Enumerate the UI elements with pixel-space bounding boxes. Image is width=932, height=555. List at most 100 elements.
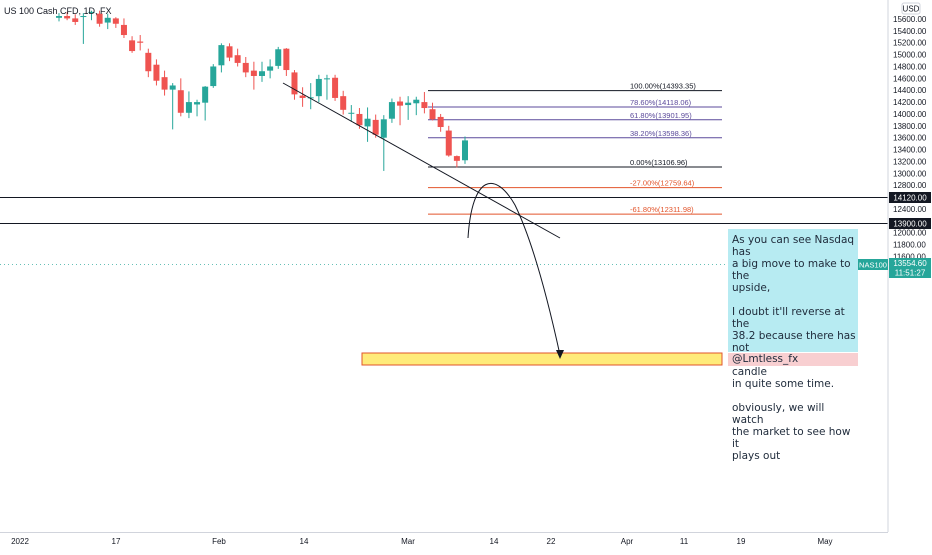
- author-box[interactable]: @Lmtless_fx: [728, 353, 858, 366]
- candle[interactable]: [218, 43, 225, 73]
- candle[interactable]: [364, 107, 371, 142]
- price-axis-label: 13000.00: [893, 169, 927, 178]
- trendline[interactable]: [282, 82, 561, 239]
- candle[interactable]: [153, 59, 160, 86]
- time-axis-label: 22: [547, 537, 556, 546]
- annotation-text: As you can see Nasdaq has a big move to …: [732, 234, 856, 462]
- time-axis-label: 11: [680, 537, 689, 546]
- candle[interactable]: [437, 113, 444, 132]
- candle[interactable]: [185, 91, 192, 119]
- time-axis-label: 2022: [11, 537, 29, 546]
- candle[interactable]: [145, 48, 152, 78]
- price-axis-label: 13200.00: [893, 157, 927, 166]
- candle[interactable]: [80, 13, 87, 44]
- candle[interactable]: [64, 11, 71, 21]
- price-tag-upper-text: 14120.00: [893, 194, 927, 203]
- price-axis-label: 12400.00: [893, 205, 927, 214]
- candle[interactable]: [242, 56, 249, 78]
- candle[interactable]: [348, 105, 355, 122]
- symbol-title: US 100 Cash CFD, 1D, FX: [4, 6, 112, 16]
- price-axis-label: 11800.00: [893, 241, 926, 250]
- time-axis-label: Apr: [621, 537, 634, 546]
- candle[interactable]: [129, 36, 136, 53]
- fib-level-label: 38.20%(13598.36): [630, 129, 692, 138]
- candle[interactable]: [453, 155, 460, 168]
- candle[interactable]: [372, 114, 379, 138]
- fib-level-label: 0.00%(13106.96): [630, 158, 688, 167]
- candle[interactable]: [299, 87, 306, 107]
- candle[interactable]: [267, 59, 274, 79]
- currency-box[interactable]: [901, 2, 921, 15]
- price-axis-label: 15200.00: [893, 39, 927, 48]
- candle[interactable]: [388, 98, 395, 123]
- candle[interactable]: [429, 102, 436, 121]
- candle[interactable]: [291, 70, 298, 100]
- author-text: @Lmtless_fx: [732, 353, 799, 365]
- price-axis-label: 13600.00: [893, 134, 927, 143]
- time-axis-label: 14: [300, 537, 309, 546]
- price-axis-label: 12000.00: [893, 229, 927, 238]
- candle[interactable]: [194, 99, 201, 117]
- currency-label: USD: [903, 5, 920, 14]
- candle[interactable]: [120, 18, 127, 38]
- ticker-badge: [858, 259, 888, 270]
- projection-arrow-path[interactable]: [467, 182, 561, 356]
- candle[interactable]: [202, 86, 209, 121]
- candle[interactable]: [283, 48, 290, 76]
- candles-group: [56, 10, 468, 171]
- candle[interactable]: [340, 90, 347, 115]
- price-axis-label: 15400.00: [893, 27, 927, 36]
- price-axis-label: 13400.00: [893, 146, 927, 155]
- candle[interactable]: [96, 10, 103, 27]
- candle[interactable]: [323, 74, 330, 100]
- candle[interactable]: [250, 61, 257, 90]
- candle[interactable]: [226, 43, 233, 62]
- fib-level-label: 78.60%(14118.06): [630, 98, 692, 107]
- fib-level-label: -27.00%(12759.64): [630, 179, 695, 188]
- price-axis-label: 14400.00: [893, 86, 927, 95]
- price-axis-label: 15600.00: [893, 15, 927, 24]
- candle[interactable]: [259, 61, 265, 82]
- price-axis-label: 14800.00: [893, 62, 927, 71]
- candle[interactable]: [104, 13, 111, 30]
- countdown-text: 11:51:27: [895, 269, 926, 278]
- candle[interactable]: [210, 64, 217, 88]
- candle[interactable]: [380, 115, 387, 171]
- time-axis-label: 17: [112, 537, 121, 546]
- candle[interactable]: [234, 48, 241, 67]
- last-price-text: 13554.60: [893, 259, 927, 268]
- annotation-box[interactable]: As you can see Nasdaq has a big move to …: [728, 229, 858, 462]
- candle[interactable]: [462, 136, 468, 164]
- price-axis-label: 14200.00: [893, 98, 927, 107]
- candle[interactable]: [112, 17, 119, 28]
- candle[interactable]: [307, 83, 314, 110]
- candle[interactable]: [161, 70, 168, 96]
- candle[interactable]: [177, 78, 184, 117]
- time-axis-label: Mar: [401, 537, 415, 546]
- last-price-tag: [889, 258, 931, 278]
- candle[interactable]: [275, 46, 282, 69]
- time-axis-label: 19: [737, 537, 746, 546]
- fib-level-label: -61.80%(12311.98): [630, 205, 694, 214]
- target-zone[interactable]: [361, 352, 723, 366]
- candle[interactable]: [413, 96, 420, 116]
- candle[interactable]: [137, 35, 144, 51]
- candle[interactable]: [72, 14, 79, 25]
- candle[interactable]: [169, 83, 176, 130]
- candle[interactable]: [56, 13, 62, 22]
- time-axis-labels[interactable]: 2022 17 Feb 14 Mar 14 22 Apr 11 19 May: [11, 537, 832, 546]
- candle[interactable]: [405, 96, 412, 120]
- candle[interactable]: [421, 92, 428, 114]
- price-axis-label: 15000.00: [893, 51, 927, 60]
- arrowhead: [556, 350, 564, 359]
- ticker-badge-text: NAS100: [859, 261, 887, 270]
- time-axis-label: Feb: [212, 537, 226, 546]
- candle[interactable]: [88, 10, 95, 21]
- fib-extension-tool[interactable]: 100.00%(14393.35) 78.60%(14118.06) 61.80%(…: [428, 82, 722, 215]
- candle[interactable]: [445, 125, 452, 157]
- candle[interactable]: [397, 96, 404, 126]
- candle[interactable]: [315, 74, 322, 103]
- candle[interactable]: [332, 74, 339, 101]
